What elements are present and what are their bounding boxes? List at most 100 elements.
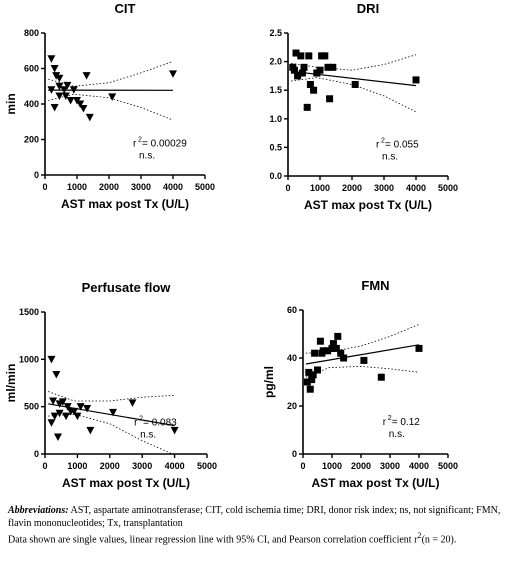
chart-title: Perfusate flow: [82, 280, 172, 295]
data-point: [55, 82, 64, 91]
data-point: [314, 366, 321, 374]
data-point: [360, 356, 368, 364]
y-tick-label: 1.5: [269, 85, 282, 95]
r-squared-value: = 0.055: [385, 139, 419, 150]
data-point: [309, 371, 317, 379]
significance-label: n.s.: [140, 430, 156, 441]
data-point: [297, 52, 305, 60]
y-tick-label: 60: [287, 305, 297, 315]
data-point: [305, 52, 313, 60]
chart-title: FMN: [361, 278, 389, 293]
r-squared-sup: 2: [139, 416, 143, 423]
data-point: [47, 419, 56, 427]
y-tick-label: 400: [24, 99, 39, 109]
data-point: [53, 433, 62, 441]
x-tick-label: 5000: [438, 183, 458, 193]
x-tick-label: 4000: [163, 182, 183, 192]
y-tick-label: 800: [24, 28, 39, 38]
data-point: [85, 113, 94, 122]
x-tick-label: 0: [42, 461, 47, 471]
data-point: [329, 340, 337, 348]
data-point: [82, 72, 91, 80]
data-point: [63, 81, 72, 90]
x-tick-label: 3000: [380, 461, 400, 471]
y-axis-label: pg/ml: [262, 366, 276, 398]
abbreviations-line: Abbreviations: AST, aspartate aminotrans…: [8, 505, 514, 530]
data-point: [50, 104, 59, 112]
data-point: [170, 426, 179, 435]
data-point: [50, 65, 59, 73]
regression-line: [305, 344, 420, 365]
data-point: [55, 74, 64, 83]
y-tick-label: 500: [24, 402, 39, 412]
r-squared-label: r: [133, 139, 137, 150]
data-point: [329, 63, 337, 71]
r-squared-sup: 2: [381, 137, 385, 144]
ci-upper-band: [48, 391, 175, 402]
data-point: [337, 349, 345, 357]
data-point: [47, 55, 56, 63]
data-point: [66, 96, 75, 105]
data-point: [109, 408, 118, 417]
ci-lower-band: [305, 365, 420, 378]
r-squared-sup: 2: [388, 415, 392, 422]
regression-line: [291, 70, 417, 87]
data-point: [61, 92, 70, 101]
abbreviations-text: AST, aspartate aminotransferase; CIT, co…: [8, 505, 501, 529]
data-point: [60, 86, 69, 94]
data-note-sup: 2: [417, 531, 422, 540]
data-point: [294, 72, 302, 80]
data-point: [300, 63, 308, 71]
r-squared-label: r: [383, 417, 387, 428]
data-point: [321, 52, 329, 60]
data-point: [63, 403, 72, 411]
y-tick-label: 1500: [19, 307, 39, 317]
data-point: [290, 66, 298, 74]
data-point: [412, 76, 420, 84]
data-point: [62, 412, 71, 421]
data-point: [303, 103, 311, 111]
data-point: [311, 349, 319, 357]
data-point: [55, 92, 64, 101]
data-point: [83, 405, 92, 413]
data-point: [69, 86, 78, 94]
data-point: [305, 368, 313, 376]
y-tick-label: 20: [287, 401, 297, 411]
y-tick-label: 200: [24, 135, 39, 145]
chart-panel-1: CIT 0 200 400 600 800 0 1000 2000 3000 4000 5000 AST…: [4, 1, 215, 211]
data-point: [340, 354, 348, 362]
x-tick-label: 1000: [322, 461, 342, 471]
chart-panel-3: Perfusate flow 0 500 1000 1500 0 1000 2000 3000 4…: [4, 280, 217, 490]
x-tick-label: 5000: [197, 461, 217, 471]
y-tick-label: 40: [287, 353, 297, 363]
data-point: [58, 398, 67, 406]
data-point: [70, 407, 79, 416]
data-point: [292, 49, 300, 57]
data-point: [334, 332, 342, 340]
significance-label: n.s.: [139, 151, 155, 162]
x-tick-label: 3000: [132, 461, 152, 471]
data-point: [415, 344, 423, 352]
data-point: [76, 100, 85, 108]
y-tick-label: 0: [34, 170, 39, 180]
data-point: [73, 412, 82, 421]
data-point: [377, 373, 385, 381]
x-tick-label: 0: [42, 182, 47, 192]
x-tick-label: 5000: [438, 461, 458, 471]
data-point: [326, 95, 334, 103]
figure-caption: Abbreviations: AST, aspartate aminotrans…: [8, 505, 514, 547]
y-tick-label: 2.0: [269, 57, 282, 67]
data-note-text: Data shown are single values, linear reg…: [8, 534, 418, 546]
data-point: [55, 409, 64, 418]
x-axis-label: AST max post Tx (U/L): [62, 476, 190, 490]
data-point: [49, 397, 58, 405]
data-point: [306, 385, 314, 393]
data-point: [76, 403, 85, 411]
data-point: [308, 376, 316, 384]
abbreviations-label: Abbreviations:: [8, 505, 69, 516]
chart-panel-2: DRI 0.0 0.5 1.0 1.5 2.0 2.5 0 1000 2000 3000 4000 50…: [269, 1, 458, 212]
r-squared-sup: 2: [138, 137, 142, 144]
significance-label: n.s.: [389, 429, 405, 440]
y-axis-label: min: [4, 93, 18, 114]
